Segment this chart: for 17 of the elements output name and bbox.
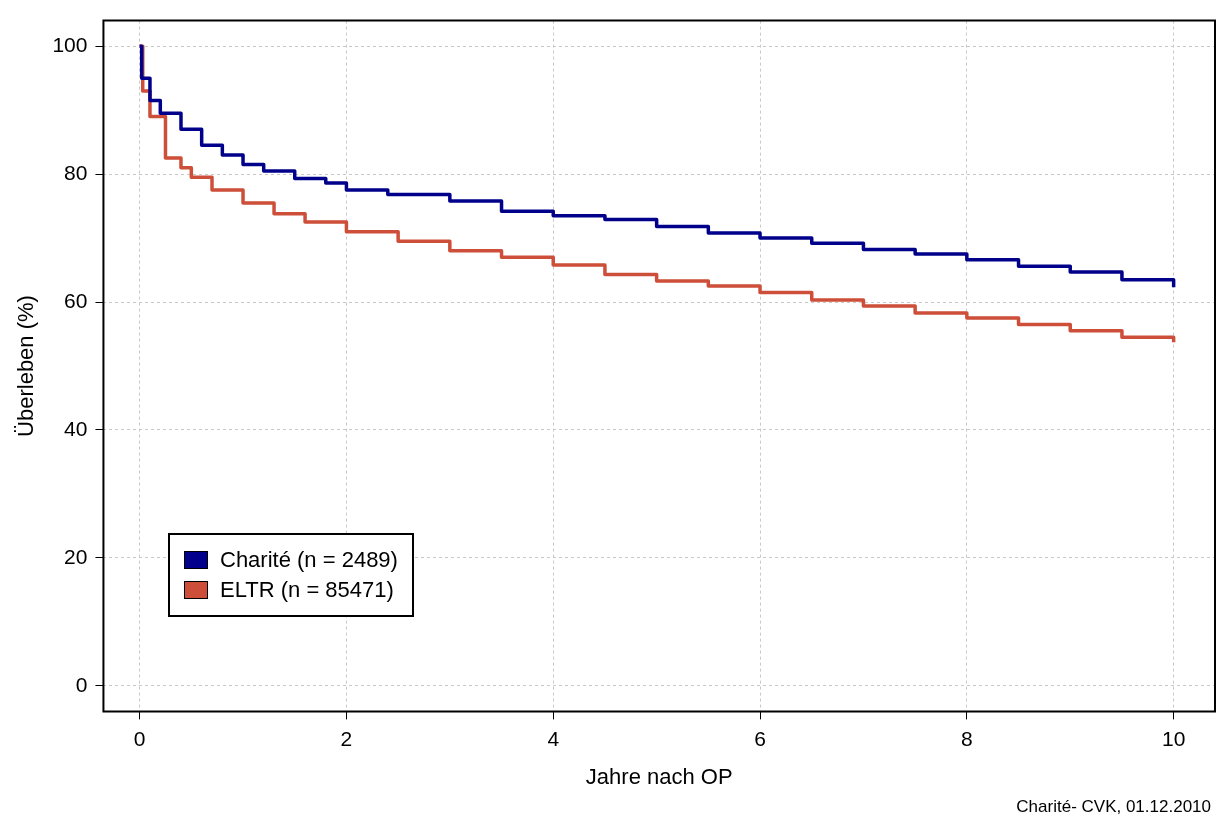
x-tick-label: 4 [547, 726, 560, 750]
legend-label: Charité (n = 2489) [220, 546, 398, 574]
y-tick-label: 20 [64, 544, 88, 568]
x-tick-label: 6 [754, 726, 766, 750]
x-axis-title: Jahre nach OP [585, 763, 733, 789]
x-tick-label: 8 [960, 726, 973, 750]
legend-label: ELTR (n = 85471) [220, 576, 394, 604]
y-tick-label: 60 [64, 288, 88, 312]
y-axis-title: Überleben (%) [13, 295, 39, 437]
x-tick-label: 10 [1161, 726, 1186, 750]
y-tick-label: 40 [64, 416, 88, 440]
x-tick-label: 2 [340, 726, 353, 750]
x-tick-label: 0 [133, 726, 146, 750]
text: Charité- CVK, 01.12.2010 [1016, 797, 1211, 817]
y-tick-label: 80 [64, 160, 88, 184]
y-tick-label: 0 [75, 672, 88, 696]
y-tick-label: 100 [52, 32, 88, 56]
